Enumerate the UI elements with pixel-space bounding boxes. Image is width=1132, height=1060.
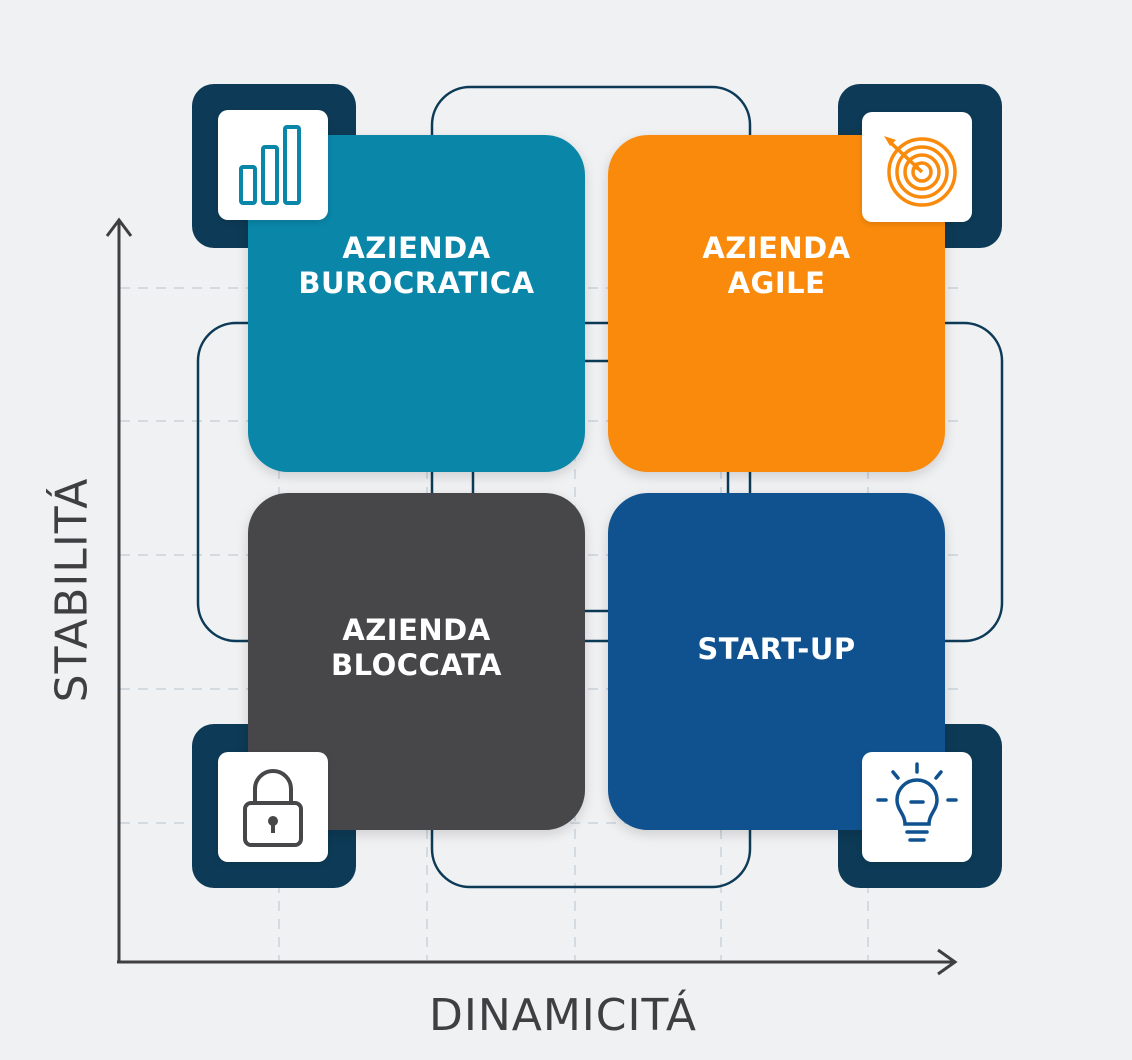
bar-chart-icon <box>239 125 301 205</box>
connector-frame <box>196 85 1004 889</box>
quadrant-label: START-UP <box>697 632 856 666</box>
y-axis-arrow <box>105 217 133 237</box>
y-axis-label: STABILITÁ <box>46 477 98 703</box>
x-axis-arrow <box>937 948 958 976</box>
padlock-icon <box>243 769 303 847</box>
lightbulb-icon <box>876 762 958 842</box>
bar-chart-tile <box>218 110 328 220</box>
padlock-tile <box>218 752 328 862</box>
quadrant-label: AZIENDA BUROCRATICA <box>298 230 535 300</box>
target-tile <box>862 112 972 222</box>
lightbulb-tile <box>862 752 972 862</box>
target-icon <box>884 136 957 207</box>
quadrant-label: AZIENDA BLOCCATA <box>331 612 502 682</box>
axes <box>105 217 958 976</box>
quadrant-label: AZIENDA AGILE <box>702 230 851 300</box>
x-axis-label: DINAMICITÁ <box>428 990 698 1041</box>
